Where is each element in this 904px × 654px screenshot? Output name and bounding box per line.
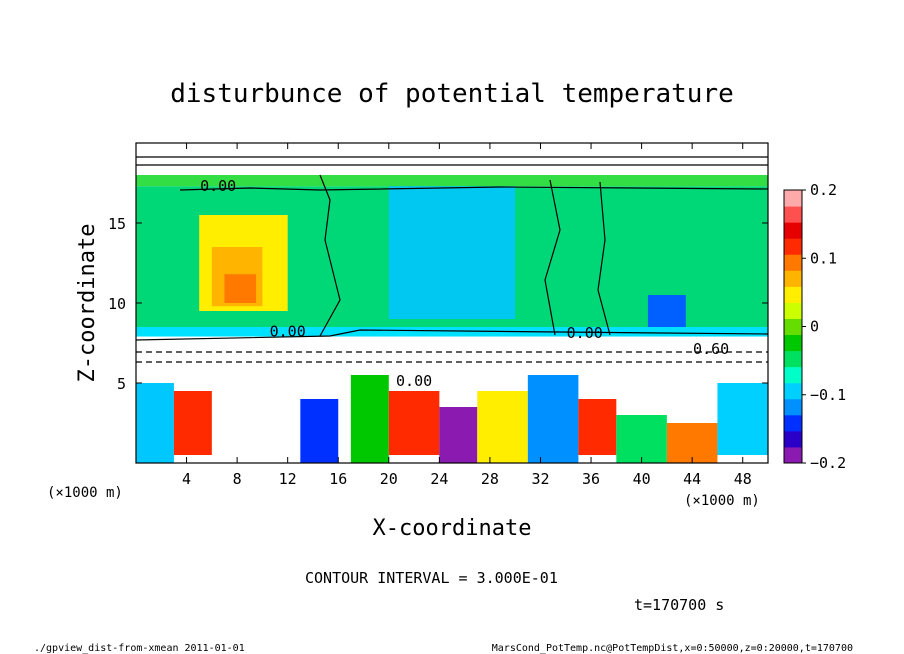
field-region-12 xyxy=(173,391,212,455)
colorbar-tick-label-2: 0 xyxy=(810,318,819,336)
x-axis-label: X-coordinate xyxy=(373,516,532,541)
x-tick-label-24: 24 xyxy=(430,470,448,488)
field-region-20 xyxy=(616,415,667,463)
contour-label-0: 0.00 xyxy=(200,177,236,195)
colorbar: 0.2 0.1 0 −0.1 −0.2 xyxy=(783,181,846,472)
field-region-17 xyxy=(477,391,528,463)
contour-line-1 xyxy=(319,174,341,337)
x-tick-label-48: 48 xyxy=(734,470,752,488)
field-region-4 xyxy=(224,274,257,303)
colorbar-tick-label-1: 0.1 xyxy=(810,249,837,267)
contour-layer xyxy=(136,156,768,363)
colorbar-swatch-16 xyxy=(784,190,802,207)
x-tick-label-44: 44 xyxy=(683,470,701,488)
field-region-13 xyxy=(300,399,339,463)
y-axis-ticks: 5 10 15 xyxy=(108,215,768,393)
field-region-14 xyxy=(350,375,389,463)
field-region-21 xyxy=(666,423,718,463)
timestamp-label: t=170700 s xyxy=(634,596,724,614)
field-region-16 xyxy=(439,407,478,463)
x-tick-label-36: 36 xyxy=(582,470,600,488)
y-tick-label-5: 5 xyxy=(117,375,126,393)
footer-script-label: ./gpview_dist-from-xmean 2011-01-01 xyxy=(34,643,245,654)
colorbar-swatch-10 xyxy=(784,286,802,303)
colorbar-swatch-0 xyxy=(784,446,802,464)
y-tick-label-10: 10 xyxy=(108,295,126,313)
x-tick-label-4: 4 xyxy=(182,470,191,488)
field-region-1 xyxy=(388,175,516,319)
field-region-11 xyxy=(136,383,174,463)
colorbar-swatch-4 xyxy=(784,382,802,400)
x-tick-label-32: 32 xyxy=(531,470,549,488)
colorbar-swatch-5 xyxy=(784,366,802,384)
colorbar-tick-label-4: −0.2 xyxy=(810,454,846,472)
x-axis-ticks: 4 8 12 16 20 24 28 32 36 40 44 48 xyxy=(182,143,752,488)
field-region-22 xyxy=(717,383,768,455)
field-layer xyxy=(136,143,768,463)
contour-line-2 xyxy=(544,179,561,336)
x-tick-label-8: 8 xyxy=(233,470,242,488)
colorbar-tick-label-3: −0.1 xyxy=(810,386,846,404)
colorbar-swatch-1 xyxy=(784,430,802,448)
contour-label-2: 0.00 xyxy=(567,324,603,342)
colorbar-swatch-14 xyxy=(784,222,802,239)
colorbar-tick-label-0: 0.2 xyxy=(810,181,837,199)
field-region-9 xyxy=(136,143,768,175)
contour-line-8 xyxy=(179,186,768,191)
x-unit-label: (×1000 m) xyxy=(684,493,760,509)
colorbar-swatch-12 xyxy=(784,254,802,271)
x-tick-label-28: 28 xyxy=(481,470,499,488)
colorbar-swatch-9 xyxy=(784,302,802,319)
field-region-7 xyxy=(136,327,768,337)
colorbar-swatch-6 xyxy=(784,350,802,368)
colorbar-swatch-2 xyxy=(784,414,802,432)
y-unit-label: (×1000 m) xyxy=(47,485,123,501)
colorbar-swatch-15 xyxy=(784,206,802,223)
field-region-19 xyxy=(578,399,617,455)
colorbar-swatch-11 xyxy=(784,270,802,287)
contour-label-4: 0.60 xyxy=(693,340,729,358)
contour-label-1: 0.00 xyxy=(270,323,306,341)
contour-label-layer: 0.00 0.00 0.00 0.00 0.60 xyxy=(200,177,729,390)
colorbar-swatch-13 xyxy=(784,238,802,255)
x-tick-label-16: 16 xyxy=(329,470,347,488)
field-region-8 xyxy=(136,336,768,375)
contour-line-3 xyxy=(597,181,611,336)
contour-interval-text: CONTOUR INTERVAL = 3.000E-01 xyxy=(305,569,558,587)
colorbar-swatch-3 xyxy=(784,398,802,416)
colorbar-swatch-7 xyxy=(784,334,802,352)
footer-source-label: MarsCond_PotTemp.nc@PotTempDist,x=0:5000… xyxy=(492,643,853,654)
x-tick-label-40: 40 xyxy=(633,470,651,488)
colorbar-swatch-8 xyxy=(784,318,802,336)
chart-title: disturbunce of potential temperature xyxy=(170,79,734,109)
x-tick-label-12: 12 xyxy=(279,470,297,488)
field-region-15 xyxy=(388,391,440,455)
x-tick-label-20: 20 xyxy=(380,470,398,488)
y-tick-label-15: 15 xyxy=(108,215,126,233)
field-region-18 xyxy=(527,375,579,463)
y-axis-label: Z-coordinate xyxy=(75,224,100,383)
contour-label-3: 0.00 xyxy=(396,372,432,390)
field-region-6 xyxy=(136,175,768,187)
contour-line-0 xyxy=(136,329,768,341)
field-region-5 xyxy=(647,295,686,332)
